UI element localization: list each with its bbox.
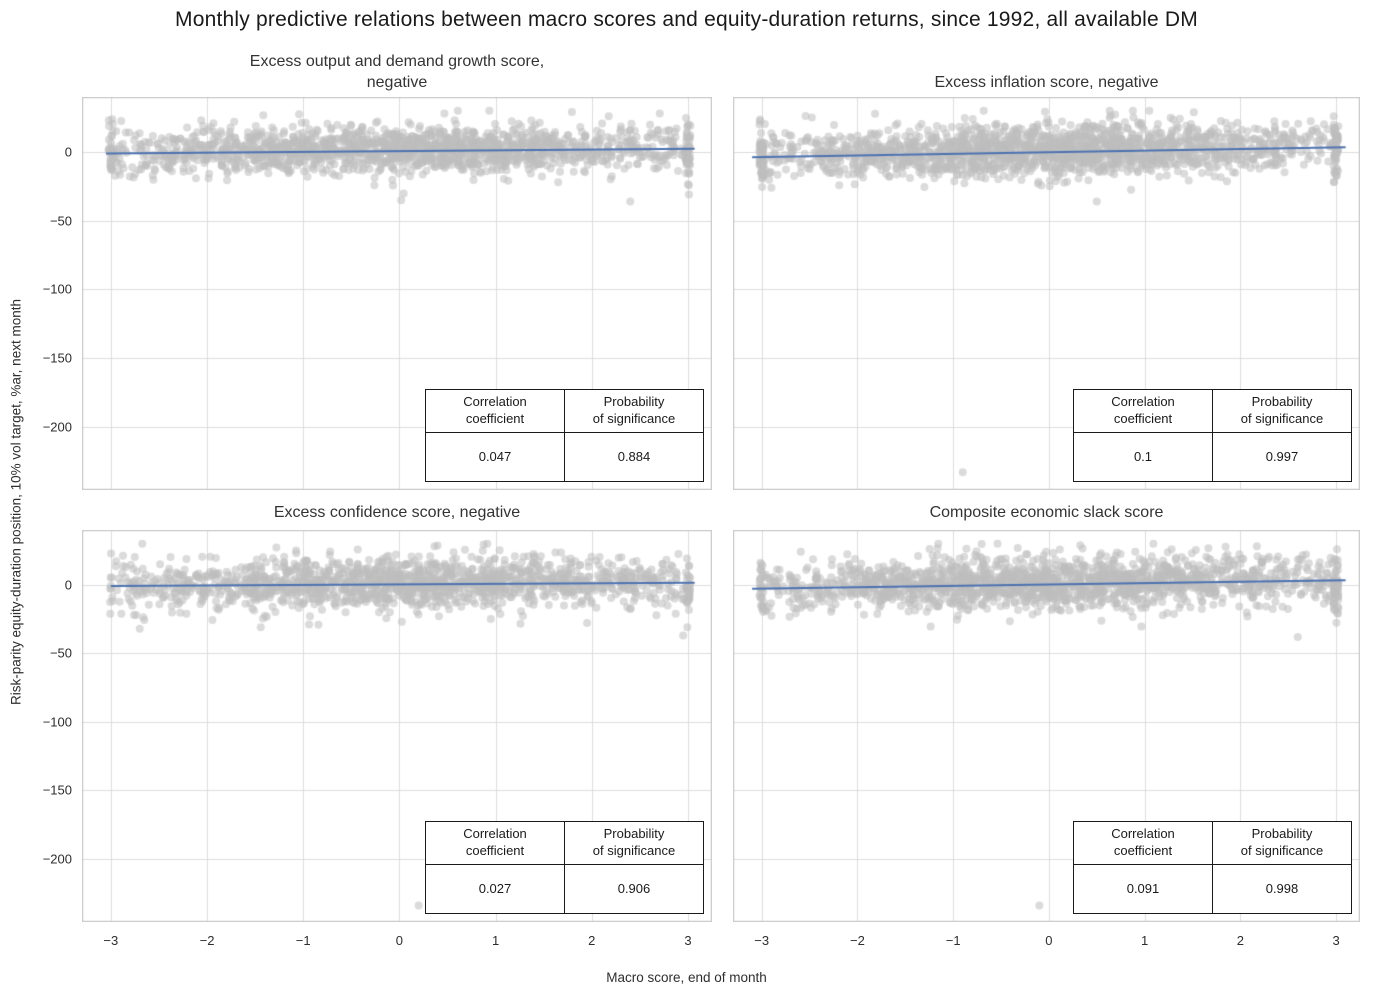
correlation-header: Correlation coefficient <box>425 821 565 865</box>
x-tick-label: 0 <box>1045 933 1053 948</box>
subplot-title-excess-output: Excess output and demand growth score, n… <box>249 53 545 91</box>
x-tick-label: 2 <box>1236 933 1244 948</box>
probability-header: Probability of significance <box>1212 821 1352 865</box>
x-tick-label: −1 <box>295 933 311 948</box>
probability-value: 0.884 <box>564 432 704 482</box>
y-axis-label-text: Risk-parity equity-duration position, 10… <box>8 299 24 705</box>
y-tick-label: −50 <box>49 213 72 229</box>
stats-table: Correlation coefficient Probability of s… <box>1073 821 1352 914</box>
y-tick-label: −150 <box>42 350 72 366</box>
panel-excess-inflation: Correlation coefficient Probability of s… <box>733 97 1360 490</box>
subplot-title-excess-confidence: Excess confidence score, negative <box>273 504 521 521</box>
panel-composite-slack: Correlation coefficient Probability of s… <box>733 530 1360 922</box>
y-tick-label: −200 <box>42 851 72 867</box>
x-tick-label: 0 <box>395 933 404 948</box>
correlation-value: 0.027 <box>425 864 565 914</box>
probability-value: 0.906 <box>564 864 704 914</box>
probability-header: Probability of significance <box>564 821 704 865</box>
x-tick-label: −3 <box>103 933 119 948</box>
panel-excess-confidence: Correlation coefficient Probability of s… <box>82 530 712 922</box>
probability-header: Probability of significance <box>1212 389 1352 433</box>
stats-table: Correlation coefficient Probability of s… <box>1073 389 1352 482</box>
y-tick-label: −150 <box>42 782 72 798</box>
x-tick-label: −2 <box>199 933 215 948</box>
x-tick-label: 2 <box>588 933 596 948</box>
x-tick-label: −3 <box>754 933 770 948</box>
subplot-title-excess-inflation: Excess inflation score, negative <box>934 74 1159 91</box>
y-tick-label: 0 <box>64 577 72 593</box>
x-tick-label: −2 <box>850 933 865 948</box>
probability-header: Probability of significance <box>564 389 704 433</box>
x-tick-label: 1 <box>1140 933 1149 948</box>
x-tick-label: 3 <box>1332 933 1340 948</box>
y-tick-label: 0 <box>64 144 72 160</box>
correlation-header: Correlation coefficient <box>425 389 565 433</box>
x-tick-label: 1 <box>491 933 500 948</box>
panel-excess-output: Correlation coefficient Probability of s… <box>82 97 712 490</box>
x-tick-label: −1 <box>945 933 961 948</box>
correlation-value: 0.047 <box>425 432 565 482</box>
probability-value: 0.998 <box>1212 864 1352 914</box>
y-tick-label: −100 <box>42 281 72 297</box>
correlation-value: 0.091 <box>1073 864 1213 914</box>
stats-table: Correlation coefficient Probability of s… <box>425 821 704 914</box>
x-tick-label: 3 <box>684 933 692 948</box>
correlation-header: Correlation coefficient <box>1073 389 1213 433</box>
y-tick-label: −100 <box>42 714 72 730</box>
y-tick-label: −50 <box>49 645 72 661</box>
correlation-value: 0.1 <box>1073 432 1213 482</box>
stats-table: Correlation coefficient Probability of s… <box>425 389 704 482</box>
probability-value: 0.997 <box>1212 432 1352 482</box>
correlation-header: Correlation coefficient <box>1073 821 1213 865</box>
figure-title: Monthly predictive relations between mac… <box>175 8 1198 31</box>
y-tick-label: −200 <box>42 419 72 435</box>
x-axis-label: Macro score, end of month <box>606 970 767 985</box>
subplot-title-composite-slack: Composite economic slack score <box>929 504 1164 521</box>
